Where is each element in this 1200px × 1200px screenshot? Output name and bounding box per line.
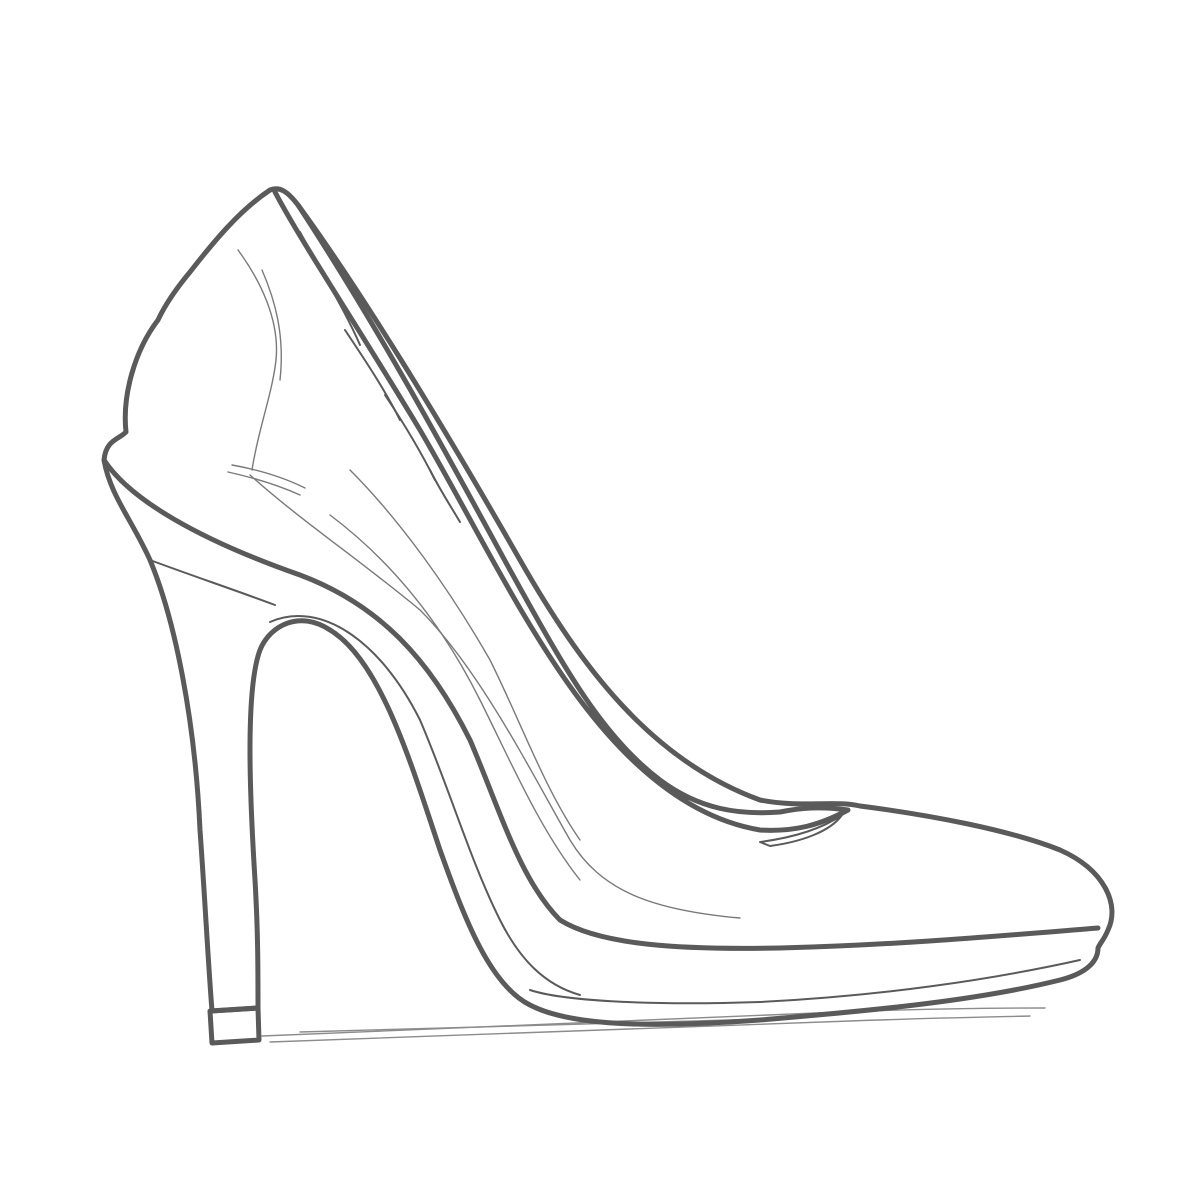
shading-stroke-3	[384, 394, 436, 481]
toe-shading	[759, 814, 843, 847]
contour-stroke-6	[329, 514, 581, 881]
shading-stroke-1	[299, 231, 361, 346]
contour-sketch	[227, 249, 741, 919]
heel-inner-line	[149, 559, 276, 606]
contour-stroke-2	[261, 269, 283, 381]
contour-stroke-5	[249, 474, 741, 919]
shoe-outline	[101, 186, 1115, 1027]
shadow-stroke-2	[269, 1015, 1031, 1043]
sole-edge	[101, 457, 1101, 951]
contour-stroke-4	[227, 471, 301, 496]
sole-inner-line	[529, 959, 1081, 1005]
contour-stroke-3	[231, 464, 306, 489]
contour-stroke-7	[349, 469, 581, 841]
heel-tip	[207, 1005, 262, 1046]
shading-stroke-4	[429, 469, 461, 523]
shoe-opening-edge	[272, 189, 851, 833]
heel-arch-line	[269, 615, 581, 996]
contour-stroke-1	[237, 249, 278, 471]
inner-shading	[299, 231, 843, 847]
